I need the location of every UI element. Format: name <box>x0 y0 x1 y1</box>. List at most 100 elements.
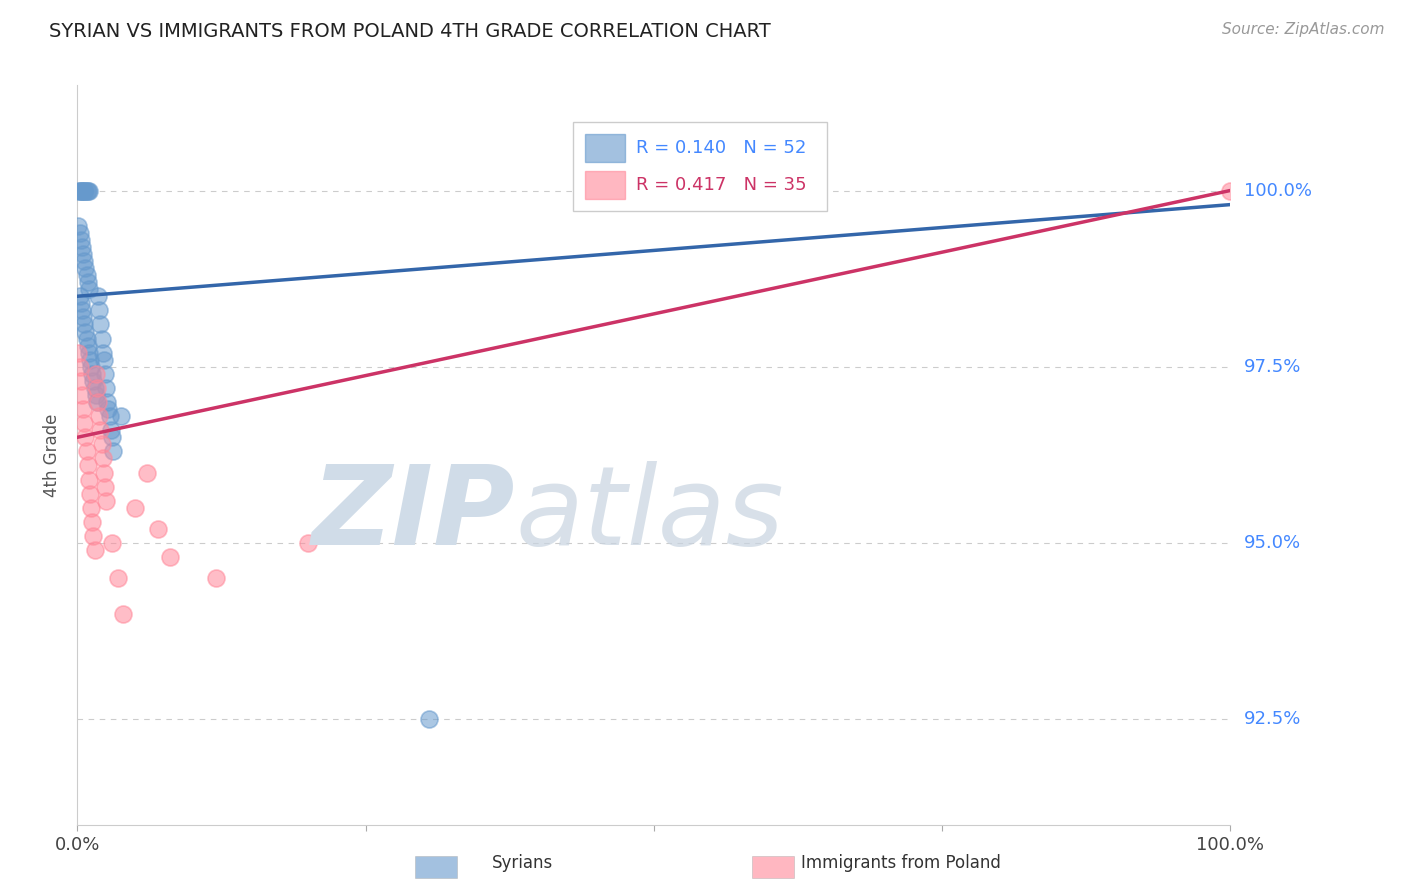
Point <box>75 430 97 444</box>
Point <box>87 395 110 409</box>
Point <box>98 409 121 424</box>
Point <box>79 486 101 500</box>
Point <box>76 458 98 473</box>
Point <box>89 423 111 437</box>
Text: atlas: atlas <box>516 460 785 567</box>
Point <box>101 536 124 550</box>
FancyBboxPatch shape <box>574 122 827 211</box>
Point <box>86 381 108 395</box>
Point <box>94 480 117 494</box>
Text: Syrians: Syrians <box>492 855 554 872</box>
Point <box>72 402 94 417</box>
Point <box>69 233 91 247</box>
Point <box>107 571 129 585</box>
Point <box>69 359 91 374</box>
Point <box>77 473 100 487</box>
Point <box>76 444 98 458</box>
Point <box>112 607 135 621</box>
Point <box>69 226 91 240</box>
Point <box>89 303 111 318</box>
Point <box>77 184 100 198</box>
Point <box>159 550 181 565</box>
Point <box>75 325 97 339</box>
Point <box>77 282 100 296</box>
Y-axis label: 4th Grade: 4th Grade <box>44 413 62 497</box>
Point <box>80 359 103 374</box>
Point <box>110 409 132 424</box>
Point <box>93 352 115 367</box>
Text: 95.0%: 95.0% <box>1244 534 1302 552</box>
Point <box>82 374 104 388</box>
Point <box>89 318 111 332</box>
Point <box>67 345 90 359</box>
Text: Immigrants from Poland: Immigrants from Poland <box>801 855 1001 872</box>
Point <box>135 466 157 480</box>
Point <box>87 289 110 303</box>
Text: R = 0.140   N = 52: R = 0.140 N = 52 <box>637 139 807 157</box>
Point <box>70 240 93 254</box>
Text: 92.5%: 92.5% <box>1244 710 1302 729</box>
Point <box>76 268 98 282</box>
Point <box>82 515 104 529</box>
Point <box>91 451 114 466</box>
Point <box>89 409 111 424</box>
Point <box>84 388 107 402</box>
Point <box>101 430 124 444</box>
Point <box>93 466 115 480</box>
Point <box>90 437 112 451</box>
Point <box>86 395 108 409</box>
Point <box>297 536 319 550</box>
Point <box>76 184 98 198</box>
Point <box>124 500 146 515</box>
Point <box>75 261 97 276</box>
Point <box>70 388 93 402</box>
Point <box>101 444 124 458</box>
Point <box>69 296 91 310</box>
Text: SYRIAN VS IMMIGRANTS FROM POLAND 4TH GRADE CORRELATION CHART: SYRIAN VS IMMIGRANTS FROM POLAND 4TH GRA… <box>49 22 770 41</box>
Point <box>97 402 120 417</box>
Text: 97.5%: 97.5% <box>1244 358 1302 376</box>
Point <box>84 367 107 381</box>
Point <box>73 318 96 332</box>
Point <box>76 275 98 289</box>
Point <box>80 500 103 515</box>
Point <box>72 247 94 261</box>
Point <box>146 522 169 536</box>
Point <box>82 529 104 543</box>
Point <box>83 543 105 558</box>
Point <box>1219 184 1241 198</box>
Point <box>77 345 100 359</box>
Point <box>76 338 98 352</box>
Point <box>67 219 90 233</box>
Point <box>70 303 93 318</box>
Point <box>82 367 104 381</box>
Point <box>83 381 105 395</box>
Point <box>100 423 122 437</box>
Point <box>96 395 118 409</box>
Point <box>96 493 118 508</box>
Point <box>73 254 96 268</box>
Point <box>69 184 91 198</box>
Point <box>96 381 118 395</box>
Point <box>69 374 91 388</box>
Bar <box>585 171 624 200</box>
Point <box>75 184 97 198</box>
Text: R = 0.417   N = 35: R = 0.417 N = 35 <box>637 177 807 194</box>
Text: 100.0%: 100.0% <box>1244 181 1312 200</box>
Point <box>76 184 98 198</box>
Point <box>69 184 91 198</box>
Point <box>204 571 226 585</box>
Point <box>90 332 112 346</box>
Point <box>69 289 91 303</box>
Text: Source: ZipAtlas.com: Source: ZipAtlas.com <box>1222 22 1385 37</box>
Text: ZIP: ZIP <box>312 460 516 567</box>
Point <box>70 184 93 198</box>
Point <box>94 367 117 381</box>
Point <box>73 416 96 430</box>
Point <box>418 712 440 726</box>
Point <box>91 345 114 359</box>
Point <box>72 184 94 198</box>
Point <box>67 184 90 198</box>
Point <box>79 352 101 367</box>
Point <box>73 184 96 198</box>
